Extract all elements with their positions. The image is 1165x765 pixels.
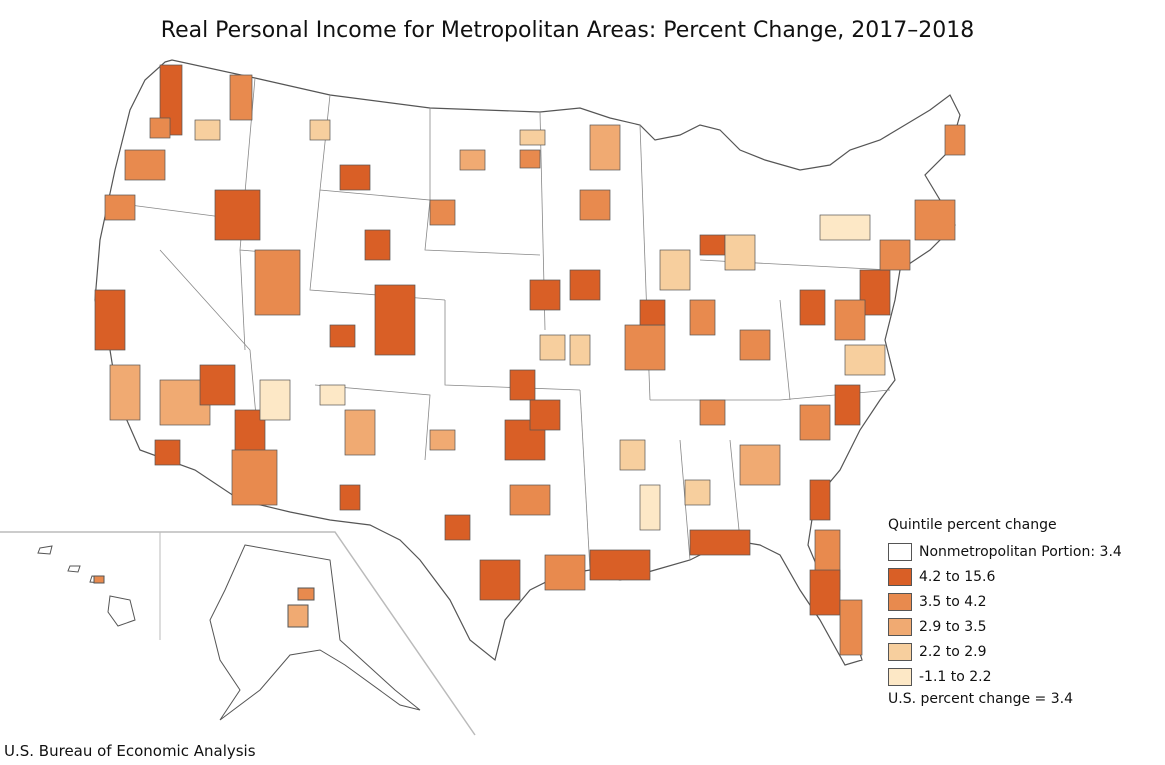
- metro-area: [199, 364, 236, 406]
- inset-frame-hi: [0, 531, 161, 640]
- legend-swatch: [888, 592, 912, 611]
- legend-item-q1: 4.2 to 15.6: [888, 564, 1122, 589]
- metro-area: [259, 379, 291, 421]
- metro-area: [529, 279, 561, 311]
- metro-area: [544, 554, 586, 591]
- metro-area: [799, 289, 826, 326]
- metro-area: [809, 479, 831, 521]
- metro-area: [724, 234, 756, 271]
- metro-area: [529, 399, 561, 431]
- metro-area: [329, 324, 356, 348]
- metro-area: [619, 439, 646, 471]
- legend-swatch: [888, 667, 912, 686]
- metro-area: [819, 214, 871, 241]
- metro-area: [214, 189, 261, 241]
- metro-anchorage: [287, 604, 309, 628]
- metro-honolulu: [93, 575, 105, 584]
- metro-area: [689, 299, 716, 336]
- metro-area: [344, 409, 376, 456]
- metro-area: [231, 449, 278, 506]
- alaska-outline: [209, 544, 421, 721]
- metro-area: [254, 249, 301, 316]
- metro-area: [739, 444, 781, 486]
- metro-area: [569, 269, 601, 301]
- legend-swatch: [888, 617, 912, 636]
- legend-swatch: [888, 542, 912, 561]
- metro-area: [659, 249, 691, 291]
- metro-area: [509, 484, 551, 516]
- metro-area: [639, 484, 661, 531]
- metro-area: [639, 299, 666, 326]
- legend-item-nonmetro: Nonmetropolitan Portion: 3.4: [888, 539, 1122, 564]
- metro-area: [374, 284, 416, 356]
- metro-area: [339, 484, 361, 511]
- metro-area: [444, 514, 471, 541]
- metro-area: [429, 429, 456, 451]
- metro-area: [519, 129, 546, 146]
- metro-area: [194, 119, 221, 141]
- metro-area: [809, 569, 841, 616]
- metro-area: [124, 149, 166, 181]
- legend-swatch: [888, 642, 912, 661]
- metro-area: [739, 329, 771, 361]
- metro-area: [914, 199, 956, 241]
- metro-area: [684, 479, 711, 506]
- metro-area: [364, 229, 391, 261]
- legend-label: 2.9 to 3.5: [919, 618, 987, 635]
- legend-label: Nonmetropolitan Portion: 3.4: [919, 543, 1122, 560]
- metro-area: [519, 149, 541, 169]
- metro-area: [159, 64, 183, 136]
- metro-area: [689, 529, 751, 556]
- metro-area: [589, 549, 651, 581]
- metro-area: [569, 334, 591, 366]
- metro-area: [229, 74, 253, 121]
- legend: Quintile percent change Nonmetropolitan …: [888, 517, 1122, 707]
- map-title: Real Personal Income for Metropolitan Ar…: [160, 18, 975, 43]
- metro-area: [589, 124, 621, 171]
- metro-area: [699, 234, 726, 256]
- metro-area: [319, 384, 346, 406]
- legend-title: Quintile percent change: [888, 517, 1057, 533]
- legend-item-q3: 2.9 to 3.5: [888, 614, 1122, 639]
- metro-area: [339, 164, 371, 191]
- legend-label: 4.2 to 15.6: [919, 568, 996, 585]
- metro-area: [844, 344, 886, 376]
- metro-area: [834, 299, 866, 341]
- metro-area: [104, 194, 136, 221]
- legend-swatch: [888, 567, 912, 586]
- metro-fairbanks: [297, 587, 315, 601]
- metro-area: [509, 369, 536, 401]
- metro-area: [479, 559, 521, 601]
- metro-area: [944, 124, 966, 156]
- us-percent-change: U.S. percent change = 3.4: [888, 691, 1073, 707]
- metro-areas: [94, 64, 966, 656]
- metro-area: [799, 404, 831, 441]
- metro-area: [94, 289, 126, 351]
- legend-label: 3.5 to 4.2: [919, 593, 987, 610]
- metro-area: [879, 239, 911, 271]
- legend-item-q5: -1.1 to 2.2: [888, 664, 1122, 689]
- metro-area: [309, 119, 331, 141]
- metro-area: [624, 324, 666, 371]
- legend-label: 2.2 to 2.9: [919, 643, 987, 660]
- source-credit: U.S. Bureau of Economic Analysis: [4, 742, 256, 760]
- legend-item-q4: 2.2 to 2.9: [888, 639, 1122, 664]
- legend-item-q2: 3.5 to 4.2: [888, 589, 1122, 614]
- metro-area: [149, 117, 171, 139]
- metro-area: [109, 364, 141, 421]
- hawaii-islands: [37, 545, 136, 627]
- metro-area: [539, 334, 566, 361]
- metro-area: [699, 399, 726, 426]
- metro-area: [834, 384, 861, 426]
- metro-area: [579, 189, 611, 221]
- legend-label: -1.1 to 2.2: [919, 668, 992, 685]
- metro-area: [459, 149, 486, 171]
- legend-items: Nonmetropolitan Portion: 3.4 4.2 to 15.6…: [888, 539, 1122, 689]
- metro-area: [839, 599, 863, 656]
- metro-area: [154, 439, 181, 466]
- metro-area: [429, 199, 456, 226]
- us-outline: [94, 59, 961, 666]
